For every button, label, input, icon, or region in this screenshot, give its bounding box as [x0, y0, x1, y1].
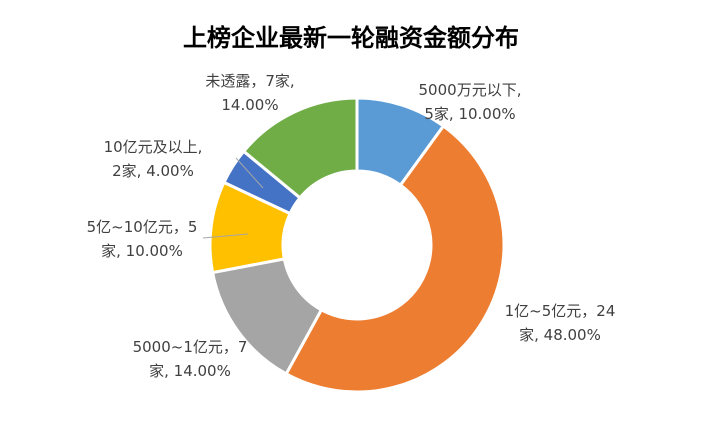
chart-title: 上榜企业最新一轮融资金额分布	[183, 24, 519, 52]
data-label: 1亿~5亿元，24 家, 48.00%	[505, 302, 616, 344]
leader-line	[235, 157, 264, 189]
data-label: 10亿元及以上, 2家, 4.00%	[104, 138, 203, 180]
data-label: 5000~1亿元，7 家, 14.00%	[133, 338, 248, 380]
data-label: 未透露，7家, 14.00%	[205, 72, 294, 114]
donut-slice	[241, 96, 359, 200]
data-label: 5000万元以下, 5家, 10.00%	[419, 81, 522, 123]
leader-line	[202, 233, 249, 239]
data-label: 5亿~10亿元，5 家, 10.00%	[87, 218, 198, 260]
donut-slice	[284, 123, 506, 394]
